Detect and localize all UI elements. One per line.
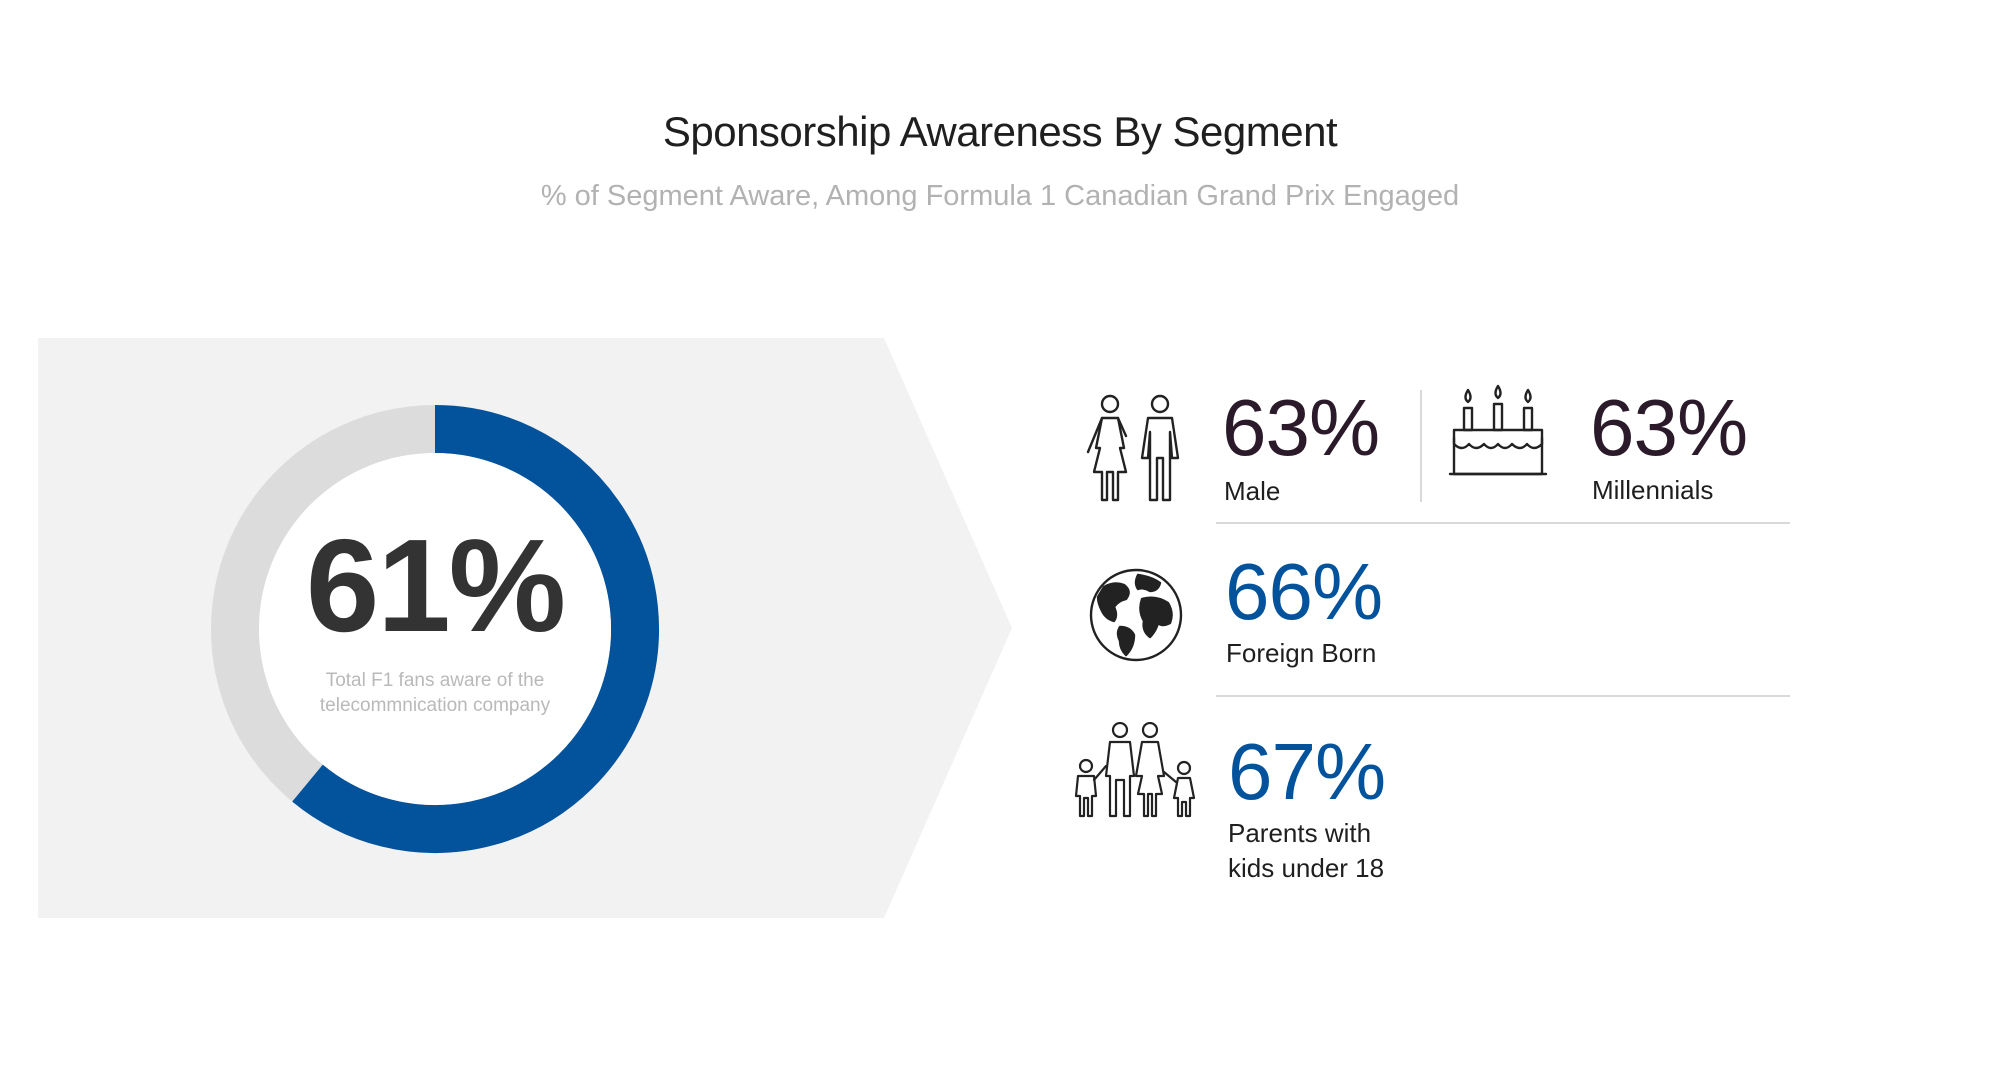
chart-title: Sponsorship Awareness By Segment [662,108,1338,155]
segment-divider-2 [1216,695,1790,697]
segment-label-foreign-born: Foreign Born [1226,638,1377,668]
segment-label-parents-line2: kids under 18 [1228,853,1385,883]
donut-value-arc [292,405,659,853]
family-icon [1074,722,1196,818]
couple-icon [1086,394,1180,502]
segment-value-male: 63% [1222,383,1380,472]
globe-icon [1089,568,1183,662]
segment-label-millennials: Millennials [1592,475,1714,505]
chart-subtitle: % of Segment Aware, Among Formula 1 Cana… [540,180,1460,212]
segment-label-parents-line1: Parents with [1228,818,1372,848]
donut-caption: Total F1 fans aware of the telecommnicat… [319,670,551,716]
segment-divider-vertical [1420,390,1422,502]
segment-divider-1 [1216,522,1790,524]
donut-chart [211,405,659,853]
donut-hole [259,453,611,805]
segment-label-male: Male [1224,476,1281,506]
birthday-cake-icon [1448,384,1548,476]
segment-value-millennials: 63% [1590,383,1748,472]
donut-value-label: 61% [305,512,566,659]
segment-value-parents: 67% [1228,727,1386,816]
segment-value-foreign-born: 66% [1225,547,1383,636]
